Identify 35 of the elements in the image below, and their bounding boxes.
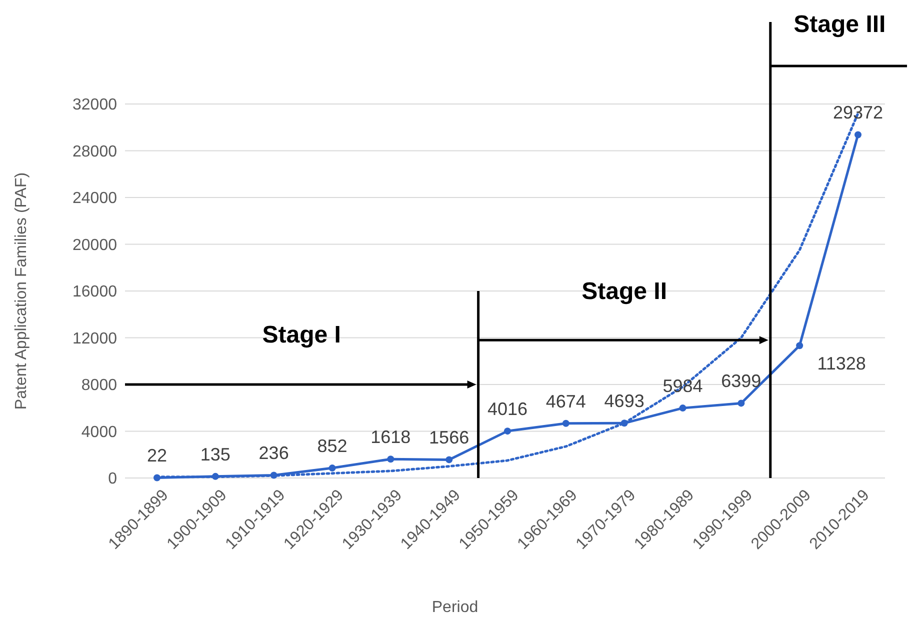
data-label: 852 — [317, 436, 348, 456]
y-tick-label: 20000 — [72, 236, 118, 254]
data-label: 1618 — [370, 427, 411, 448]
y-tick-label: 32000 — [72, 96, 118, 114]
text: Stage III — [794, 11, 886, 38]
point — [446, 456, 453, 464]
data-label: 11328 — [817, 354, 866, 374]
y-tick-label: 12000 — [72, 330, 118, 348]
point — [738, 400, 745, 407]
point — [504, 428, 511, 435]
data-label: 4016 — [487, 399, 528, 420]
point — [679, 404, 686, 412]
data-label: 4674 — [546, 391, 586, 412]
point — [796, 342, 804, 350]
data-label: 6399 — [721, 371, 762, 392]
annotation: Stage II — [582, 278, 668, 306]
data-label: 29372 — [832, 102, 884, 123]
point — [854, 131, 862, 138]
y-tick-label: 4000 — [81, 424, 118, 441]
data-label: 1566 — [429, 428, 470, 448]
x-axis-title: Period — [432, 599, 478, 616]
point — [562, 420, 570, 427]
data-label: 236 — [258, 443, 289, 464]
y-axis-title: Patent Application Families (PAF) — [13, 172, 30, 410]
y-tick-label: 24000 — [72, 190, 118, 208]
data-label: 22 — [146, 446, 168, 466]
y-tick-label: 0 — [108, 470, 118, 488]
data-label: 4693 — [604, 391, 644, 412]
point — [328, 464, 336, 472]
point — [387, 456, 394, 463]
y-tick-label: 8000 — [81, 377, 118, 394]
data-label: 135 — [200, 444, 230, 464]
y-tick-label: 28000 — [72, 143, 118, 160]
y-tick-label: 16000 — [72, 284, 118, 301]
annotation: Stage I — [262, 321, 341, 348]
